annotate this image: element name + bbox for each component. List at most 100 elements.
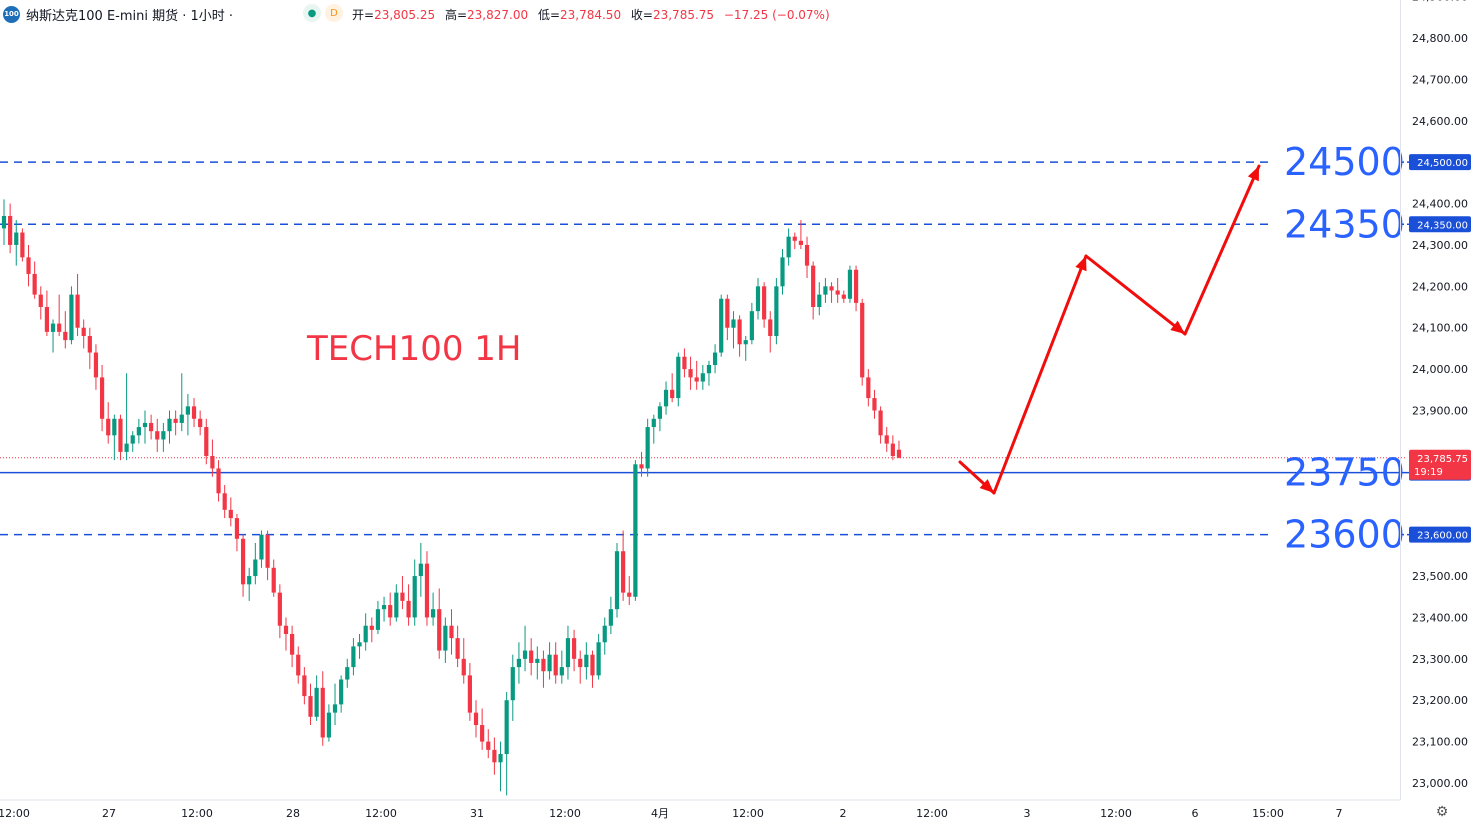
level-price-tag xyxy=(1409,526,1471,543)
price-tick-label: 24,400.00 xyxy=(1412,198,1468,211)
low-label: 低= xyxy=(537,8,560,22)
candle-body xyxy=(694,377,699,382)
candle-body xyxy=(240,538,246,585)
time-tick-label: 12:00 xyxy=(365,807,397,820)
high-label: 高= xyxy=(444,8,468,22)
candle-body xyxy=(651,418,656,428)
candle-body xyxy=(130,435,135,444)
candle-body xyxy=(584,654,589,668)
candle-body xyxy=(204,427,209,457)
level-price-tag-text: 24,350.00 xyxy=(1417,220,1468,231)
candle-body xyxy=(853,269,859,303)
price-axis-separator xyxy=(1400,0,1401,800)
candle-body xyxy=(633,464,638,597)
level-label: 24350 xyxy=(1284,202,1405,246)
price-tick-label: 23,400.00 xyxy=(1412,611,1468,624)
candle-body xyxy=(418,563,423,577)
current-price-tag xyxy=(1409,449,1471,480)
candle-body xyxy=(357,642,362,647)
candle-body xyxy=(823,286,828,295)
time-tick-label: 28 xyxy=(286,807,300,820)
candle-body xyxy=(142,422,148,428)
candle-body xyxy=(210,456,215,469)
price-tick-label: 24,100.00 xyxy=(1412,322,1468,335)
candle-body xyxy=(118,418,123,452)
price-axis[interactable]: 24,900.00 24,800.00 24,700.00 24,600.00 24,4… xyxy=(1409,0,1471,790)
bar-countdown-text: 19:19 xyxy=(1414,467,1443,478)
time-tick-label: 2 xyxy=(840,807,847,820)
time-tick-label: 3 xyxy=(1024,807,1031,820)
candle-body xyxy=(332,704,338,713)
candle-body xyxy=(449,625,454,639)
candle-body xyxy=(768,319,773,336)
candle-body xyxy=(247,576,252,585)
chart-header: 100 纳斯达克100 E-mini 期货 · 1小时 · xyxy=(0,5,234,24)
candle-body xyxy=(516,658,522,668)
candle-body xyxy=(510,667,515,701)
candle-body xyxy=(167,418,172,432)
candle-body xyxy=(608,609,613,626)
candle-body xyxy=(578,658,583,668)
price-tick-label: 24,200.00 xyxy=(1412,280,1468,293)
candle-body xyxy=(571,638,577,659)
axis-settings-icon[interactable]: ⚙ xyxy=(1435,804,1449,820)
candle-body xyxy=(884,435,889,444)
symbol-title[interactable]: 纳斯达克100 E-mini 期货 · 1小时 · xyxy=(26,8,234,24)
candle-body xyxy=(798,240,803,245)
candle-body xyxy=(547,654,552,672)
candle-body xyxy=(596,642,601,676)
status-badges: ● D xyxy=(303,4,343,22)
candle-body xyxy=(283,625,289,634)
time-tick-label: 12:00 xyxy=(732,807,764,820)
candle-body xyxy=(541,658,546,672)
level-label: 24500 xyxy=(1284,140,1405,184)
candle-body xyxy=(259,534,264,560)
candle-body xyxy=(559,667,564,676)
candle-body xyxy=(198,418,203,428)
candle-body xyxy=(498,754,503,763)
candle-body xyxy=(26,257,31,274)
candle-body xyxy=(369,625,374,630)
candle-body xyxy=(32,273,37,295)
candle-body xyxy=(320,687,325,738)
candle-body xyxy=(602,625,607,643)
candle-body xyxy=(296,654,301,676)
time-tick-label: 7 xyxy=(1336,807,1343,820)
candle-body xyxy=(50,323,56,332)
candle-body xyxy=(682,356,687,370)
candle-body xyxy=(179,414,184,423)
candle-body xyxy=(38,294,43,308)
candle-body xyxy=(173,418,178,423)
candle-body xyxy=(228,509,233,519)
close-value: 23,785.75 xyxy=(652,8,715,22)
candle-body xyxy=(412,576,417,618)
time-axis[interactable]: 12:00 27 12:00 28 12:00 31 12:00 4月 12:00 2 12:00 3… xyxy=(0,799,1400,820)
arrowhead xyxy=(979,479,994,493)
candle-body xyxy=(639,464,644,469)
candle-body xyxy=(731,319,736,328)
candle-body xyxy=(265,534,270,568)
candle-body xyxy=(1,215,7,229)
candle-body xyxy=(381,605,387,610)
candle-body xyxy=(473,712,479,726)
candle-body xyxy=(614,551,620,610)
time-tick-label: 31 xyxy=(470,807,484,820)
candle-body xyxy=(290,634,295,655)
candle-body xyxy=(99,377,105,419)
candle-body xyxy=(817,294,822,308)
candle-body xyxy=(461,658,466,676)
delayed-data-badge[interactable]: D xyxy=(325,4,343,22)
candle-body xyxy=(480,725,485,742)
candle-body xyxy=(792,236,797,241)
price-tick-label: 23,900.00 xyxy=(1412,405,1468,418)
candle-body xyxy=(234,518,240,539)
market-status-icon[interactable]: ● xyxy=(303,4,321,22)
candle-body xyxy=(627,592,632,597)
candle-body xyxy=(149,422,154,432)
time-tick-label: 6 xyxy=(1192,807,1199,820)
candle-body xyxy=(712,352,718,365)
candle-body xyxy=(676,356,681,399)
time-tick-label: 12:00 xyxy=(549,807,581,820)
price-tick-label: 24,600.00 xyxy=(1412,115,1468,128)
